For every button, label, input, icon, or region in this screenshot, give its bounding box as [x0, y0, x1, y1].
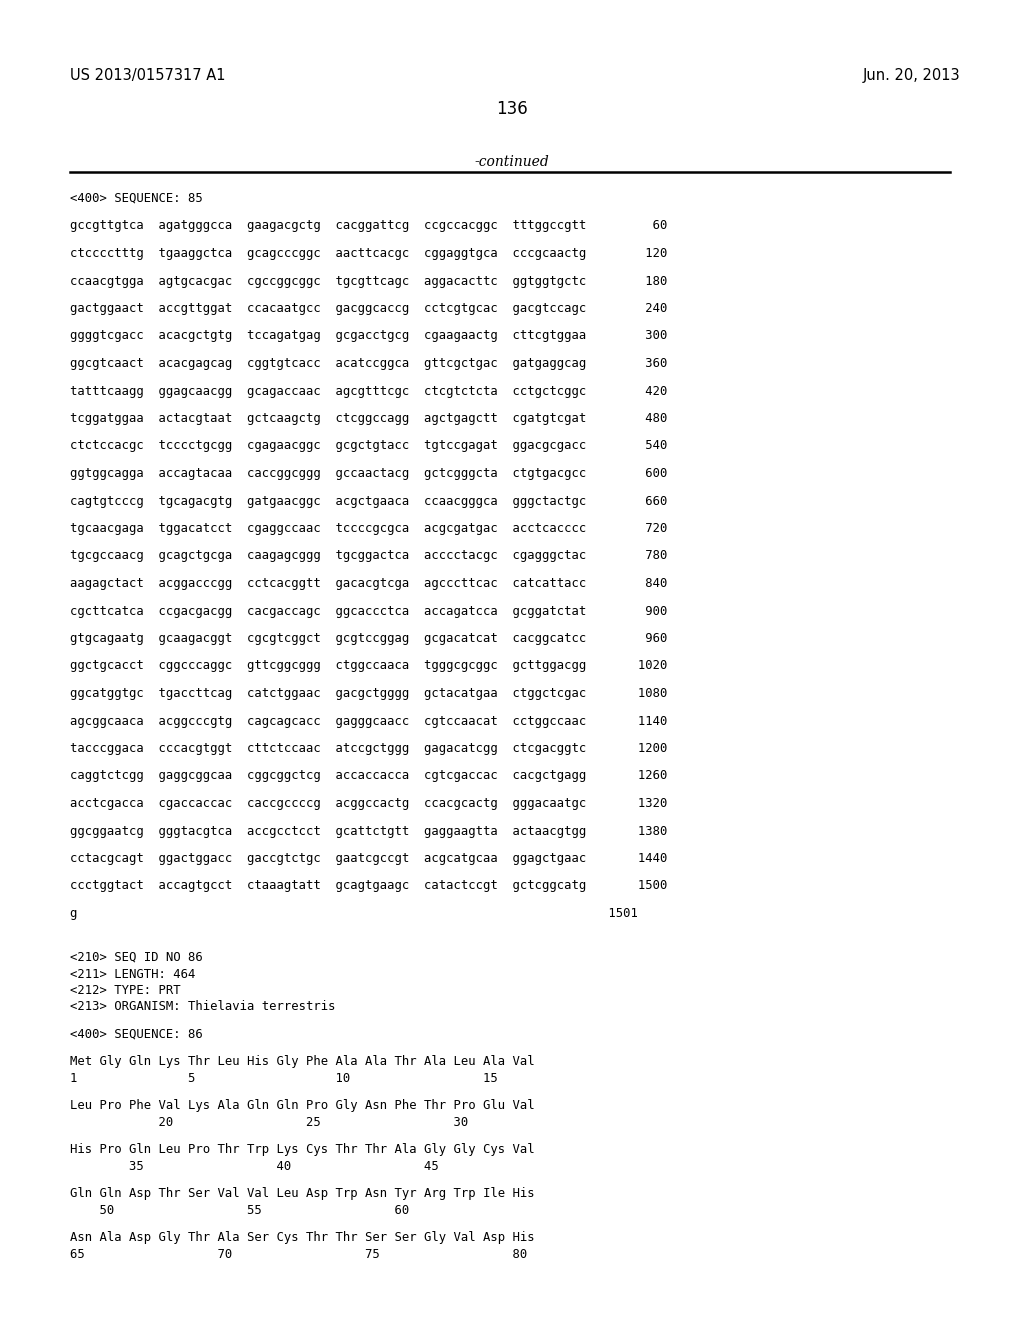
Text: aagagctact  acggacccgg  cctcacggtt  gacacgtcga  agcccttcac  catcattacc        84: aagagctact acggacccgg cctcacggtt gacacgt…: [70, 577, 668, 590]
Text: ggctgcacct  cggcccaggc  gttcggcggg  ctggccaaca  tgggcgcggc  gcttggacgg       102: ggctgcacct cggcccaggc gttcggcggg ctggcca…: [70, 660, 668, 672]
Text: tacccggaca  cccacgtggt  cttctccaac  atccgctggg  gagacatcgg  ctcgacggtc       120: tacccggaca cccacgtggt cttctccaac atccgct…: [70, 742, 668, 755]
Text: cctacgcagt  ggactggacc  gaccgtctgc  gaatcgccgt  acgcatgcaa  ggagctgaac       144: cctacgcagt ggactggacc gaccgtctgc gaatcgc…: [70, 851, 668, 865]
Text: ccaacgtgga  agtgcacgac  cgccggcggc  tgcgttcagc  aggacacttc  ggtggtgctc        18: ccaacgtgga agtgcacgac cgccggcggc tgcgttc…: [70, 275, 668, 288]
Text: Jun. 20, 2013: Jun. 20, 2013: [862, 69, 961, 83]
Text: agcggcaaca  acggcccgtg  cagcagcacc  gagggcaacc  cgtccaacat  cctggccaac       114: agcggcaaca acggcccgtg cagcagcacc gagggca…: [70, 714, 668, 727]
Text: 1               5                   10                  15: 1 5 10 15: [70, 1072, 498, 1085]
Text: ggtggcagga  accagtacaa  caccggcggg  gccaactacg  gctcgggcta  ctgtgacgcc        60: ggtggcagga accagtacaa caccggcggg gccaact…: [70, 467, 668, 480]
Text: <212> TYPE: PRT: <212> TYPE: PRT: [70, 983, 180, 997]
Text: tgcaacgaga  tggacatcct  cgaggccaac  tccccgcgca  acgcgatgac  acctcacccc        72: tgcaacgaga tggacatcct cgaggccaac tccccgc…: [70, 521, 668, 535]
Text: ggggtcgacc  acacgctgtg  tccagatgag  gcgacctgcg  cgaagaactg  cttcgtggaa        30: ggggtcgacc acacgctgtg tccagatgag gcgacct…: [70, 330, 668, 342]
Text: ctcccctttg  tgaaggctca  gcagcccggc  aacttcacgc  cggaggtgca  cccgcaactg        12: ctcccctttg tgaaggctca gcagcccggc aacttca…: [70, 247, 668, 260]
Text: <400> SEQUENCE: 86: <400> SEQUENCE: 86: [70, 1028, 203, 1041]
Text: acctcgacca  cgaccaccac  caccgccccg  acggccactg  ccacgcactg  gggacaatgc       132: acctcgacca cgaccaccac caccgccccg acggcca…: [70, 797, 668, 810]
Text: ggcgtcaact  acacgagcag  cggtgtcacc  acatccggca  gttcgctgac  gatgaggcag        36: ggcgtcaact acacgagcag cggtgtcacc acatccg…: [70, 356, 668, 370]
Text: <213> ORGANISM: Thielavia terrestris: <213> ORGANISM: Thielavia terrestris: [70, 1001, 336, 1014]
Text: gccgttgtca  agatgggcca  gaagacgctg  cacggattcg  ccgccacggc  tttggccgtt         6: gccgttgtca agatgggcca gaagacgctg cacggat…: [70, 219, 668, 232]
Text: -continued: -continued: [475, 154, 549, 169]
Text: gtgcagaatg  gcaagacggt  cgcgtcggct  gcgtccggag  gcgacatcat  cacggcatcc        96: gtgcagaatg gcaagacggt cgcgtcggct gcgtccg…: [70, 632, 668, 645]
Text: g                                                                        1501: g 1501: [70, 907, 638, 920]
Text: cgcttcatca  ccgacgacgg  cacgaccagc  ggcaccctca  accagatcca  gcggatctat        90: cgcttcatca ccgacgacgg cacgaccagc ggcaccc…: [70, 605, 668, 618]
Text: Gln Gln Asp Thr Ser Val Val Leu Asp Trp Asn Tyr Arg Trp Ile His: Gln Gln Asp Thr Ser Val Val Leu Asp Trp …: [70, 1188, 535, 1200]
Text: caggtctcgg  gaggcggcaa  cggcggctcg  accaccacca  cgtcgaccac  cacgctgagg       126: caggtctcgg gaggcggcaa cggcggctcg accacca…: [70, 770, 668, 783]
Text: ctctccacgc  tcccctgcgg  cgagaacggc  gcgctgtacc  tgtccgagat  ggacgcgacc        54: ctctccacgc tcccctgcgg cgagaacggc gcgctgt…: [70, 440, 668, 453]
Text: tcggatggaa  actacgtaat  gctcaagctg  ctcggccagg  agctgagctt  cgatgtcgat        48: tcggatggaa actacgtaat gctcaagctg ctcggcc…: [70, 412, 668, 425]
Text: 136: 136: [496, 100, 528, 117]
Text: gactggaact  accgttggat  ccacaatgcc  gacggcaccg  cctcgtgcac  gacgtccagc        24: gactggaact accgttggat ccacaatgcc gacggca…: [70, 302, 668, 315]
Text: tatttcaagg  ggagcaacgg  gcagaccaac  agcgtttcgc  ctcgtctcta  cctgctcggc        42: tatttcaagg ggagcaacgg gcagaccaac agcgttt…: [70, 384, 668, 397]
Text: His Pro Gln Leu Pro Thr Trp Lys Cys Thr Thr Ala Gly Gly Cys Val: His Pro Gln Leu Pro Thr Trp Lys Cys Thr …: [70, 1143, 535, 1156]
Text: US 2013/0157317 A1: US 2013/0157317 A1: [70, 69, 225, 83]
Text: ggcggaatcg  gggtacgtca  accgcctcct  gcattctgtt  gaggaagtta  actaacgtgg       138: ggcggaatcg gggtacgtca accgcctcct gcattct…: [70, 825, 668, 837]
Text: <400> SEQUENCE: 85: <400> SEQUENCE: 85: [70, 191, 203, 205]
Text: ccctggtact  accagtgcct  ctaaagtatt  gcagtgaagc  catactccgt  gctcggcatg       150: ccctggtact accagtgcct ctaaagtatt gcagtga…: [70, 879, 668, 892]
Text: cagtgtcccg  tgcagacgtg  gatgaacggc  acgctgaaca  ccaacgggca  gggctactgc        66: cagtgtcccg tgcagacgtg gatgaacggc acgctga…: [70, 495, 668, 507]
Text: Met Gly Gln Lys Thr Leu His Gly Phe Ala Ala Thr Ala Leu Ala Val: Met Gly Gln Lys Thr Leu His Gly Phe Ala …: [70, 1056, 535, 1068]
Text: ggcatggtgc  tgaccttcag  catctggaac  gacgctgggg  gctacatgaa  ctggctcgac       108: ggcatggtgc tgaccttcag catctggaac gacgctg…: [70, 686, 668, 700]
Text: 50                  55                  60: 50 55 60: [70, 1204, 410, 1217]
Text: <210> SEQ ID NO 86: <210> SEQ ID NO 86: [70, 950, 203, 964]
Text: 35                  40                  45: 35 40 45: [70, 1160, 438, 1173]
Text: <211> LENGTH: 464: <211> LENGTH: 464: [70, 968, 196, 981]
Text: Asn Ala Asp Gly Thr Ala Ser Cys Thr Thr Ser Ser Gly Val Asp His: Asn Ala Asp Gly Thr Ala Ser Cys Thr Thr …: [70, 1232, 535, 1245]
Text: 20                  25                  30: 20 25 30: [70, 1115, 468, 1129]
Text: 65                  70                  75                  80: 65 70 75 80: [70, 1247, 527, 1261]
Text: Leu Pro Phe Val Lys Ala Gln Gln Pro Gly Asn Phe Thr Pro Glu Val: Leu Pro Phe Val Lys Ala Gln Gln Pro Gly …: [70, 1100, 535, 1113]
Text: tgcgccaacg  gcagctgcga  caagagcggg  tgcggactca  acccctacgc  cgagggctac        78: tgcgccaacg gcagctgcga caagagcggg tgcggac…: [70, 549, 668, 562]
